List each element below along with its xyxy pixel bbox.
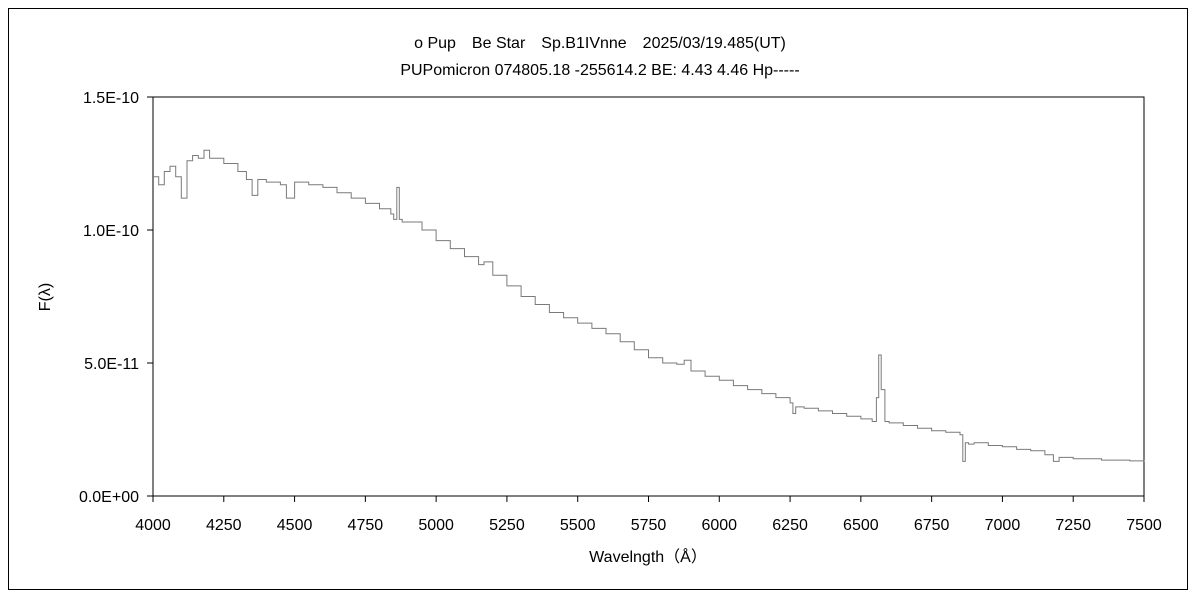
- x-axis: 4000 4250 4500 4750 5000 5250 5500 5750 6000 6250…: [135, 496, 1162, 534]
- x-tick-label: 5250: [489, 517, 525, 534]
- y-axis: 0.0E+00 5.0E-11 1.0E-10 1.5E-10: [79, 90, 153, 506]
- x-tick-label: 7500: [1126, 517, 1162, 534]
- x-axis-label: Wavelngth（Å）: [589, 547, 707, 566]
- y-tick-label: 1.0E-10: [83, 223, 139, 240]
- chart-title: ο Pup Be Star Sp.B1IVnne 2025/03/19.485(…: [414, 35, 786, 52]
- x-tick-label: 4250: [206, 517, 242, 534]
- spectrum-line: [153, 149, 1145, 462]
- x-tick-label: 6750: [914, 517, 950, 534]
- x-tick-label: 5750: [631, 517, 667, 534]
- x-tick-label: 5000: [418, 517, 454, 534]
- y-axis-label: F(λ): [37, 283, 54, 311]
- y-tick-label: 0.0E+00: [79, 489, 139, 506]
- chart-frame: [8, 8, 1188, 590]
- x-tick-label: 6500: [843, 517, 879, 534]
- x-tick-label: 4750: [348, 517, 384, 534]
- plot-area: [152, 96, 1145, 497]
- chart-subtitle: PUPomicron 074805.18 -255614.2 BE: 4.43 …: [400, 62, 800, 79]
- x-tick-label: 5500: [560, 517, 596, 534]
- x-tick-label: 6000: [701, 517, 737, 534]
- x-tick-label: 7250: [1055, 517, 1091, 534]
- x-tick-label: 6250: [772, 517, 808, 534]
- y-tick-label: 5.0E-11: [84, 356, 139, 373]
- x-tick-label: 4500: [277, 517, 313, 534]
- x-tick-label: 4000: [135, 517, 171, 534]
- x-tick-label: 7000: [985, 517, 1021, 534]
- y-tick-label: 1.5E-10: [83, 90, 139, 107]
